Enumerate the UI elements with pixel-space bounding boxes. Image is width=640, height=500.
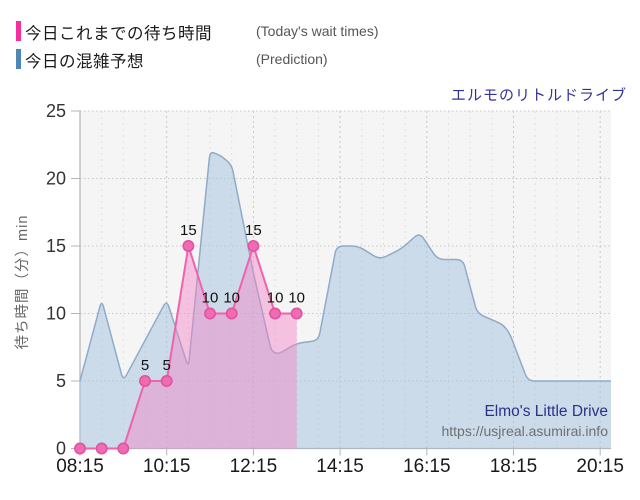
x-tick-label: 12:15 [230,456,278,477]
x-tick-label: 14:15 [316,456,364,477]
chart-title: エルモのリトルドライブ [450,87,627,104]
actual-point-marker [225,307,238,320]
actual-point-marker [160,375,173,387]
actual-point-marker [204,307,216,320]
legend-item-prediction: 今日の混雑予想 (Prediction) [16,46,616,74]
y-tick-label: 5 [56,371,66,391]
actual-point-marker [74,442,86,455]
actual-point-label: 10 [267,290,284,307]
legend-label-prediction-en: (Prediction) [256,51,328,67]
actual-point-label: 10 [223,290,240,307]
actual-point-label: 10 [288,290,305,307]
actual-point-marker [139,375,151,387]
y-tick-label: 25 [46,101,66,121]
actual-point-label: 15 [180,222,197,239]
x-tick-label: 10:15 [143,456,191,477]
y-axis-title: 待ち時間（分）min [14,215,31,350]
y-tick-label: 15 [46,236,66,256]
actual-point-marker [247,240,260,252]
actual-point-marker [182,240,195,252]
legend-item-today: 今日これまでの待ち時間 (Today's wait times) [16,18,616,46]
actual-point-label: 10 [202,290,219,307]
y-tick-label: 0 [56,439,66,459]
actual-point-marker [269,307,282,320]
x-tick-label: 08:15 [56,456,104,477]
actual-point-label: 15 [245,222,262,239]
site-url: https://usjreal.asumirai.info [441,423,608,439]
actual-area [80,246,297,449]
prediction-area [80,152,611,449]
actual-point-label: 5 [163,357,171,374]
legend-label-today-en: (Today's wait times) [256,23,379,39]
y-tick-label: 20 [46,169,66,189]
legend-label-today-jp: 今日これまでの待ち時間 [25,25,212,43]
prediction-line [79,151,611,382]
actual-point-label: 5 [141,357,149,374]
x-tick-label: 20:15 [576,456,624,477]
legend-label-prediction-jp: 今日の混雑予想 [25,53,144,71]
actual-point-marker [117,442,130,455]
legend: 今日これまでの待ち時間 (Today's wait times) 今日の混雑予想… [16,18,616,74]
x-tick-label: 18:15 [490,456,538,477]
x-tick-label: 16:15 [403,456,451,477]
legend-swatch-today [16,21,21,41]
attraction-name-en: Elmo's Little Drive [484,403,608,420]
actual-point-marker [95,442,108,455]
legend-swatch-prediction [16,49,21,69]
actual-point-marker [290,307,303,320]
y-tick-label: 10 [46,304,66,324]
